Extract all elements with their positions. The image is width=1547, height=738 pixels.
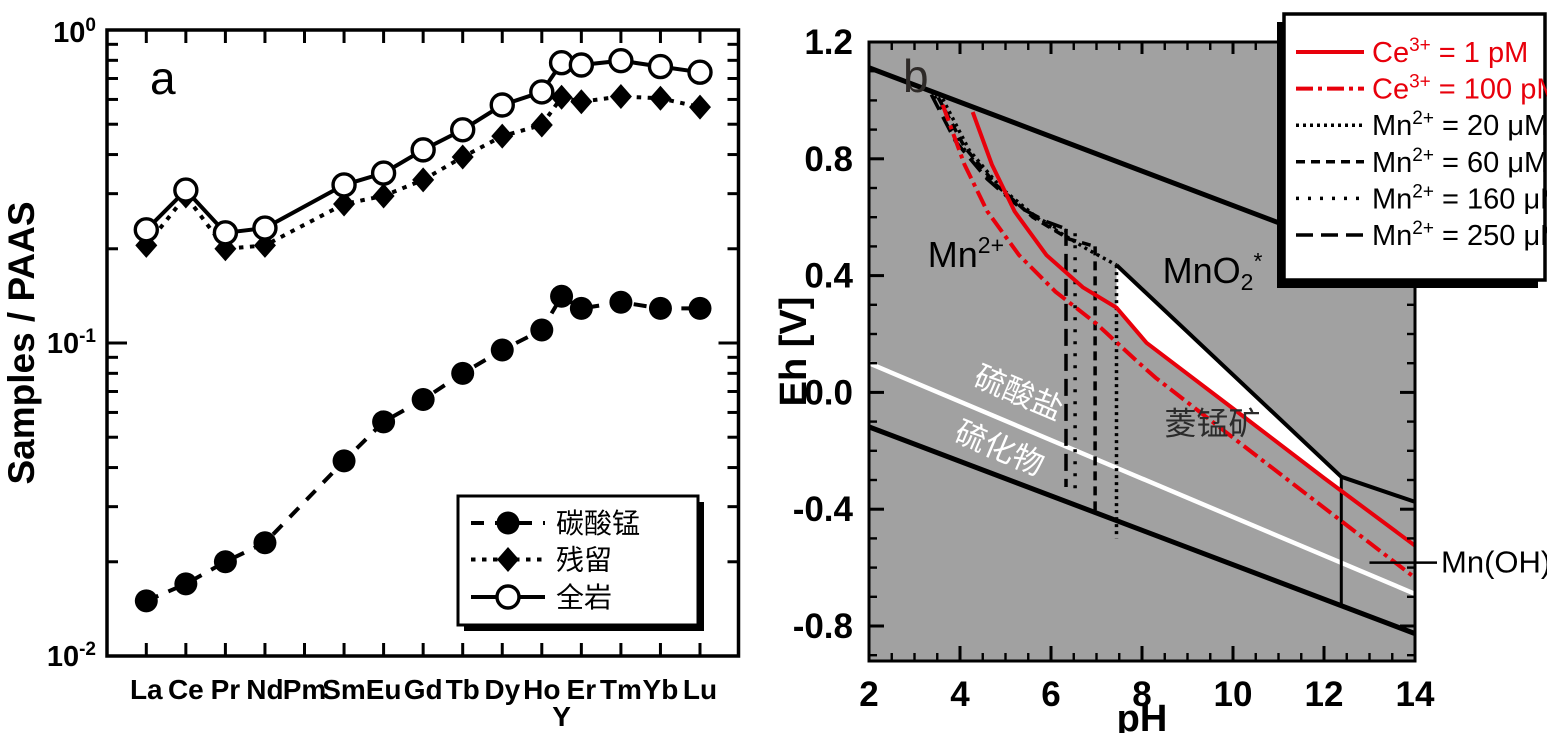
legend-label-whole-rock: 全岩 xyxy=(556,582,612,613)
panel-b-x-tick-label: 6 xyxy=(1041,675,1060,714)
panel-b-x-tick-label: 4 xyxy=(950,675,970,714)
rhodochrosite-label: 菱锰矿 xyxy=(1165,406,1261,442)
x-category-label: Pr xyxy=(211,674,241,705)
legend-entry-label-1: Ce3+ = 100 pM xyxy=(1372,72,1547,106)
x-category-label: La xyxy=(130,674,163,705)
x-category-label: Lu xyxy=(683,674,717,705)
x-category-label: Ce xyxy=(168,674,204,705)
panel-b-x-tick-label: 10 xyxy=(1214,675,1253,714)
y-tick-label: 10-2 xyxy=(47,639,96,673)
panel-b-y-tick-label: 0.8 xyxy=(804,140,853,179)
panel-a-y-axis-title: Samples / PAAS xyxy=(1,201,42,484)
legend-label-mn-carbonate: 碳酸锰 xyxy=(556,508,640,539)
x-category-label: Yb xyxy=(643,674,679,705)
x-category-label: Tb xyxy=(446,674,480,705)
x-category-label-y: Y xyxy=(552,701,571,732)
panel-b-y-axis-title: Eh [V] xyxy=(773,297,815,407)
x-category-label: Pm xyxy=(283,674,327,705)
panel-b-x-tick-label: 12 xyxy=(1305,675,1344,714)
x-category-label: Eu xyxy=(366,674,402,705)
y-tick-label: 100 xyxy=(53,15,96,49)
panel-b-y-tick-label: 1.2 xyxy=(804,23,853,62)
panel-b-y-tick-label: 0.4 xyxy=(804,257,853,296)
series-whole-rock-markers xyxy=(135,50,711,244)
panel-b-y-tick-label: -0.8 xyxy=(793,607,853,646)
legend-entry-label-2: Mn2+ = 20 μM xyxy=(1372,108,1547,142)
legend-entry-label-3: Mn2+ = 60 μM xyxy=(1372,145,1547,179)
panel-b-x-tick-label: 14 xyxy=(1396,675,1435,714)
panel-b-letter: b xyxy=(903,50,929,102)
panel-a-letter: a xyxy=(150,52,176,104)
mnoh2-annotation-text: Mn(OH)2 xyxy=(1441,545,1547,584)
panel-b-y-tick-label: -0.4 xyxy=(793,490,854,529)
y-tick-label: 10-1 xyxy=(47,326,97,360)
x-category-label: Dy xyxy=(484,674,520,705)
series-whole-rock xyxy=(135,50,711,244)
x-category-label: Sm xyxy=(322,674,366,705)
x-category-label: Gd xyxy=(404,674,443,705)
legend-entry-label-4: Mn2+ = 160 μM xyxy=(1372,181,1547,215)
legend-entry-label-5: Mn2+ = 250 μM xyxy=(1372,218,1547,252)
x-category-label: Er xyxy=(567,674,597,705)
panel-b-x-axis-title: pH xyxy=(1117,698,1168,733)
x-category-label: Tm xyxy=(600,674,642,705)
legend-entry-label-0: Ce3+ = 1 pM xyxy=(1372,35,1528,69)
legend-label-residue: 残留 xyxy=(556,545,612,576)
panel-b-x-tick-label: 2 xyxy=(859,675,878,714)
x-category-label: Nd xyxy=(246,674,283,705)
